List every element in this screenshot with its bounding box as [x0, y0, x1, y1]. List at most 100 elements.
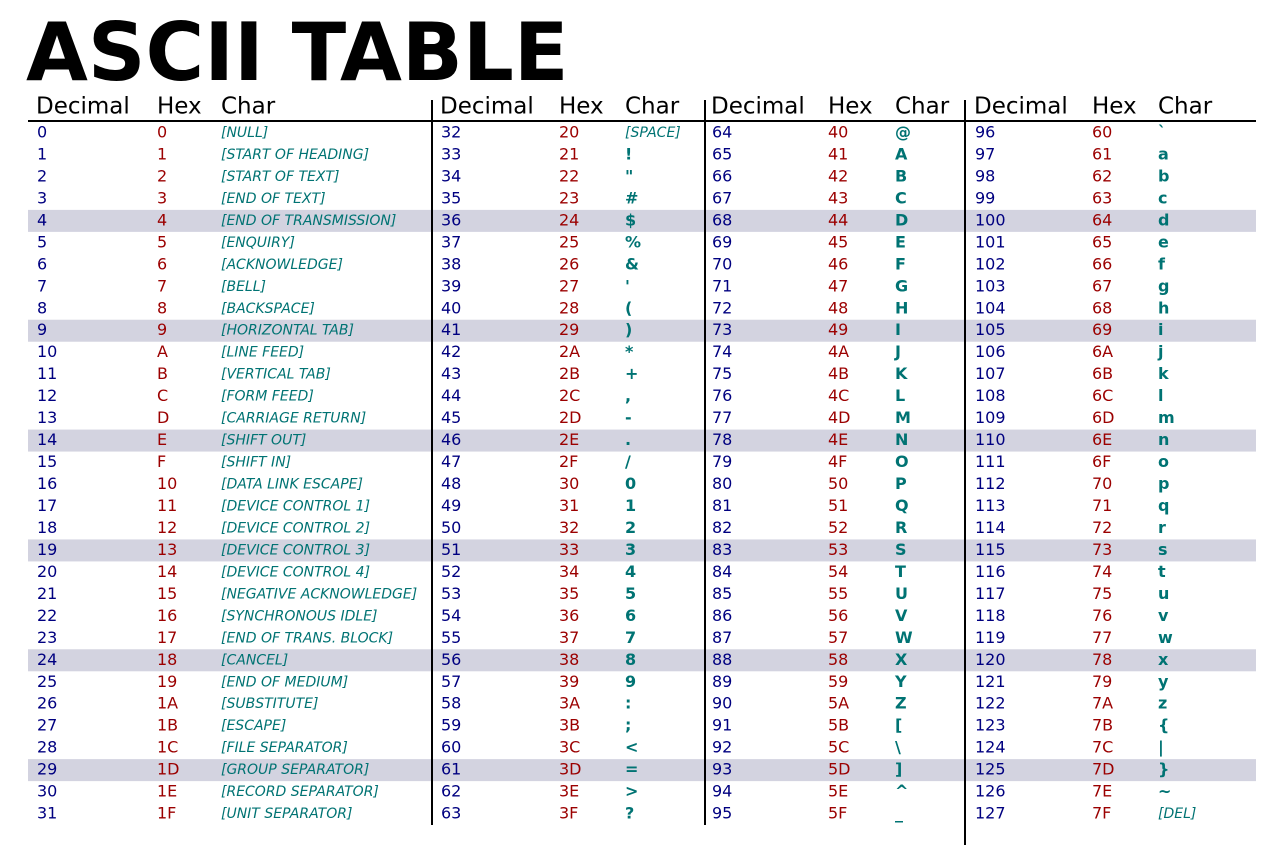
char-cell: [CARRIAGE RETURN]	[221, 411, 366, 427]
hex-cell: 6	[157, 254, 167, 273]
decimal-cell: 90	[712, 694, 732, 713]
char-cell: p	[1158, 474, 1169, 493]
char-cell: $	[625, 210, 636, 229]
hex-cell: 77	[1092, 628, 1112, 647]
column-header: Decimal	[711, 94, 805, 120]
hex-cell: 26	[559, 254, 579, 273]
char-cell: 0	[625, 474, 636, 493]
hex-cell: 1A	[157, 694, 178, 713]
char-cell: [NULL]	[221, 125, 268, 141]
hex-cell: 7A	[1092, 694, 1113, 713]
decimal-cell: 95	[712, 804, 732, 823]
char-cell: e	[1158, 232, 1169, 251]
hex-cell: 2E	[559, 430, 579, 449]
char-cell: :	[625, 694, 631, 713]
char-cell: l	[1158, 386, 1163, 405]
char-cell: 6	[625, 606, 636, 625]
hex-cell: 37	[559, 628, 579, 647]
decimal-cell: 105	[975, 320, 1006, 339]
char-cell: 1	[625, 496, 636, 515]
char-cell: [CANCEL]	[221, 652, 288, 668]
hex-cell: 16	[157, 606, 177, 625]
hex-cell: 59	[828, 672, 848, 691]
hex-cell: 7E	[1092, 782, 1112, 801]
row-highlight	[28, 429, 1256, 452]
column-header: Char	[625, 94, 680, 120]
char-cell: [SYNCHRONOUS IDLE]	[221, 608, 378, 624]
char-cell: [DEVICE CONTROL 2]	[221, 520, 370, 536]
hex-cell: B	[157, 364, 168, 383]
hex-cell: 70	[1092, 474, 1112, 493]
char-cell: S	[895, 540, 907, 559]
decimal-cell: 79	[712, 452, 732, 471]
hex-cell: 1E	[157, 782, 177, 801]
char-cell: !	[625, 144, 632, 163]
hex-cell: C	[157, 386, 168, 405]
char-cell: ~	[1158, 782, 1171, 801]
hex-cell: 74	[1092, 562, 1112, 581]
hex-cell: 6B	[1092, 364, 1113, 383]
hex-cell: 10	[157, 474, 177, 493]
row-highlight	[28, 649, 1256, 672]
hex-cell: 4B	[828, 364, 849, 383]
hex-cell: 9	[157, 320, 167, 339]
hex-cell: 41	[828, 144, 848, 163]
hex-cell: 28	[559, 298, 579, 317]
char-cell: R	[895, 518, 907, 537]
hex-cell: 65	[1092, 232, 1112, 251]
hex-cell: 61	[1092, 144, 1112, 163]
hex-cell: 3F	[559, 804, 578, 823]
hex-cell: 39	[559, 672, 579, 691]
decimal-cell: 122	[975, 694, 1006, 713]
hex-cell: 34	[559, 562, 579, 581]
hex-cell: 79	[1092, 672, 1112, 691]
char-cell: x	[1158, 650, 1169, 669]
decimal-cell: 0	[37, 123, 47, 142]
char-cell: F	[895, 254, 906, 273]
decimal-cell: 25	[37, 672, 57, 691]
decimal-cell: 126	[975, 782, 1006, 801]
decimal-cell: 13	[37, 408, 57, 427]
decimal-cell: 91	[712, 716, 732, 735]
decimal-cell: 29	[37, 760, 57, 779]
char-cell: u	[1158, 584, 1169, 603]
decimal-cell: 75	[712, 364, 732, 383]
char-cell: M	[895, 408, 911, 427]
decimal-cell: 61	[441, 760, 461, 779]
decimal-cell: 84	[712, 562, 732, 581]
decimal-cell: 111	[975, 452, 1006, 471]
decimal-cell: 8	[37, 298, 47, 317]
decimal-cell: 101	[975, 232, 1006, 251]
char-cell: [	[895, 716, 902, 735]
decimal-cell: 78	[712, 430, 732, 449]
decimal-cell: 41	[441, 320, 461, 339]
decimal-cell: 23	[37, 628, 57, 647]
char-cell: c	[1158, 188, 1167, 207]
decimal-cell: 73	[712, 320, 732, 339]
hex-cell: 4A	[828, 342, 849, 361]
decimal-cell: 69	[712, 232, 732, 251]
hex-cell: D	[157, 408, 169, 427]
char-cell: j	[1157, 342, 1163, 361]
decimal-cell: 9	[37, 320, 47, 339]
hex-cell: 24	[559, 210, 579, 229]
decimal-cell: 28	[37, 738, 57, 757]
hex-cell: 68	[1092, 298, 1112, 317]
char-cell: ,	[625, 386, 631, 405]
char-cell: >	[625, 782, 638, 801]
decimal-cell: 57	[441, 672, 461, 691]
char-cell: [END OF TRANS. BLOCK]	[221, 630, 393, 646]
hex-cell: 62	[1092, 166, 1112, 185]
decimal-cell: 108	[975, 386, 1006, 405]
decimal-cell: 85	[712, 584, 732, 603]
decimal-cell: 115	[975, 540, 1006, 559]
hex-cell: 7D	[1092, 760, 1115, 779]
title: ASCII TABLE	[26, 6, 569, 99]
decimal-cell: 24	[37, 650, 57, 669]
hex-cell: 5F	[828, 804, 847, 823]
decimal-cell: 14	[37, 430, 57, 449]
decimal-cell: 102	[975, 254, 1006, 273]
char-cell: _	[895, 804, 903, 823]
char-cell: d	[1158, 210, 1169, 229]
hex-cell: 4E	[828, 430, 848, 449]
